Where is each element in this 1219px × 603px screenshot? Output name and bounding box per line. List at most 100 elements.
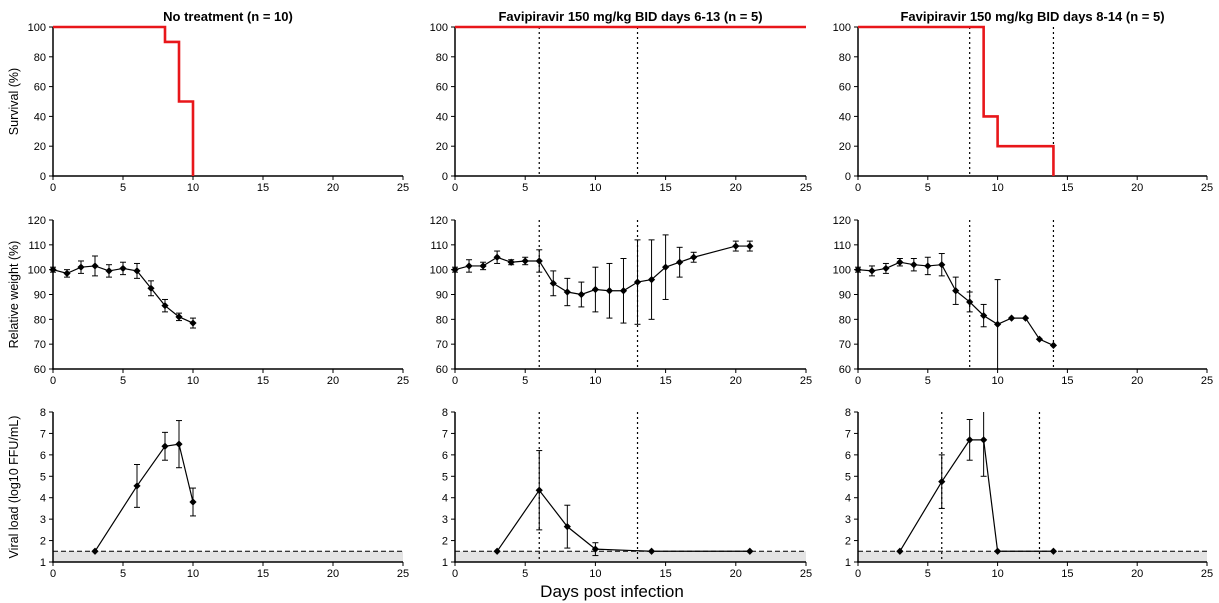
x-tick-label: 20 [1131, 375, 1143, 387]
x-tick-label: 10 [187, 568, 199, 580]
data-point [465, 262, 473, 270]
y-axis-label: Relative weight (%) [7, 241, 21, 349]
data-point [633, 278, 642, 286]
x-tick-label: 0 [452, 568, 458, 580]
y-tick-label: 60 [34, 364, 46, 376]
y-tick-label: 90 [34, 290, 46, 302]
y-tick-label: 100 [28, 265, 46, 277]
x-tick-label: 25 [397, 182, 409, 194]
x-tick-label: 0 [855, 375, 861, 387]
data-point [662, 263, 670, 271]
data-point [161, 442, 169, 450]
data-point [119, 264, 127, 273]
series-line [94, 443, 194, 552]
panel-weight-no-treatment: 0 5 10 15 20 25 60 70 80 90 100 110 120 Relative weig… [7, 215, 409, 387]
lod-band [455, 551, 806, 562]
y-tick-label: 100 [833, 22, 851, 34]
data-point [1035, 335, 1044, 343]
x-tick-label: 20 [327, 182, 339, 194]
x-tick-label: 5 [120, 182, 126, 194]
y-tick-label: 4 [845, 493, 851, 505]
y-tick-label: 110 [430, 240, 448, 252]
figure-x-axis-label: Days post infection [540, 582, 684, 601]
y-tick-label: 4 [442, 493, 448, 505]
data-point [854, 266, 862, 274]
panel-title: Favipiravir 150 mg/kg BID days 6-13 (n =… [498, 9, 762, 24]
panel-surv-fav-6-13: 0 5 10 15 20 25 0 20 40 60 80 100 Favipiravir 150 mg… [430, 9, 812, 194]
data-point [133, 482, 141, 490]
x-tick-label: 0 [452, 182, 458, 194]
x-tick-label: 25 [397, 568, 409, 580]
x-tick-label: 15 [659, 375, 671, 387]
y-tick-label: 120 [28, 215, 46, 227]
panel-viral-fav-6-13: 0 5 10 15 20 25 1 2 3 4 5 6 7 8 [442, 407, 812, 580]
data-point [77, 263, 85, 271]
data-point [493, 547, 501, 555]
data-point [591, 545, 599, 553]
data-point [563, 288, 571, 296]
y-tick-label: 1 [845, 557, 851, 569]
x-tick-label: 10 [991, 375, 1003, 387]
panel-weight-fav-8-14: 0 5 10 15 20 25 60 70 80 90 100 110 120 [833, 215, 1213, 387]
panel-surv-fav-8-14: 0 5 10 15 20 25 0 20 40 60 80 100 Favipiravir 150 mg… [833, 9, 1213, 194]
x-tick-label: 10 [187, 182, 199, 194]
x-tick-label: 0 [452, 375, 458, 387]
x-tick-label: 20 [730, 568, 742, 580]
y-tick-label: 20 [839, 141, 851, 153]
x-tick-label: 5 [925, 568, 931, 580]
x-tick-label: 15 [1061, 375, 1073, 387]
data-point [882, 264, 890, 273]
y-tick-label: 60 [436, 82, 448, 94]
data-point [493, 253, 501, 261]
y-tick-label: 0 [845, 171, 851, 183]
x-tick-label: 10 [991, 568, 1003, 580]
data-point [647, 276, 656, 284]
data-point [1007, 314, 1016, 322]
x-tick-label: 20 [730, 375, 742, 387]
data-point [746, 547, 754, 555]
x-tick-label: 5 [522, 182, 528, 194]
y-tick-label: 100 [430, 22, 448, 34]
y-tick-label: 3 [442, 514, 448, 526]
y-tick-label: 8 [845, 407, 851, 419]
y-tick-label: 2 [40, 536, 46, 548]
panel-title: Favipiravir 150 mg/kg BID days 8-14 (n =… [900, 9, 1164, 24]
data-point [451, 266, 459, 274]
data-point [535, 257, 543, 265]
data-point [647, 547, 656, 555]
data-point [980, 436, 988, 444]
data-point [746, 242, 754, 250]
x-tick-label: 15 [659, 568, 671, 580]
data-point [952, 287, 960, 295]
data-point [966, 298, 974, 306]
y-tick-label: 5 [442, 471, 448, 483]
x-tick-label: 25 [800, 182, 812, 194]
y-tick-label: 100 [28, 22, 46, 34]
data-point [147, 284, 155, 292]
panel-viral-no-treatment: 0 5 10 15 20 25 1 2 3 4 5 6 7 8 Viral load (log10 FFU/… [7, 407, 409, 580]
x-tick-label: 15 [659, 182, 671, 194]
y-tick-label: 70 [839, 339, 851, 351]
data-point [175, 440, 183, 448]
data-point [507, 258, 515, 266]
x-tick-label: 15 [1061, 568, 1073, 580]
y-tick-label: 80 [436, 52, 448, 64]
data-point [619, 287, 628, 295]
y-tick-label: 2 [845, 536, 851, 548]
y-tick-label: 8 [40, 407, 46, 419]
data-point [868, 267, 876, 275]
data-point [133, 267, 141, 275]
x-tick-label: 15 [257, 568, 269, 580]
x-tick-label: 20 [327, 375, 339, 387]
data-point [980, 312, 988, 320]
y-tick-label: 90 [839, 290, 851, 302]
x-tick-label: 5 [120, 568, 126, 580]
x-tick-label: 10 [991, 182, 1003, 194]
panel-weight-fav-6-13: 0 5 10 15 20 25 60 70 80 90 100 110 120 [430, 215, 812, 387]
x-tick-label: 5 [925, 182, 931, 194]
panel-viral-fav-8-14: 0 5 10 15 20 25 1 2 3 4 5 6 7 8 [845, 407, 1213, 580]
data-point [161, 302, 169, 310]
x-tick-label: 15 [1061, 182, 1073, 194]
